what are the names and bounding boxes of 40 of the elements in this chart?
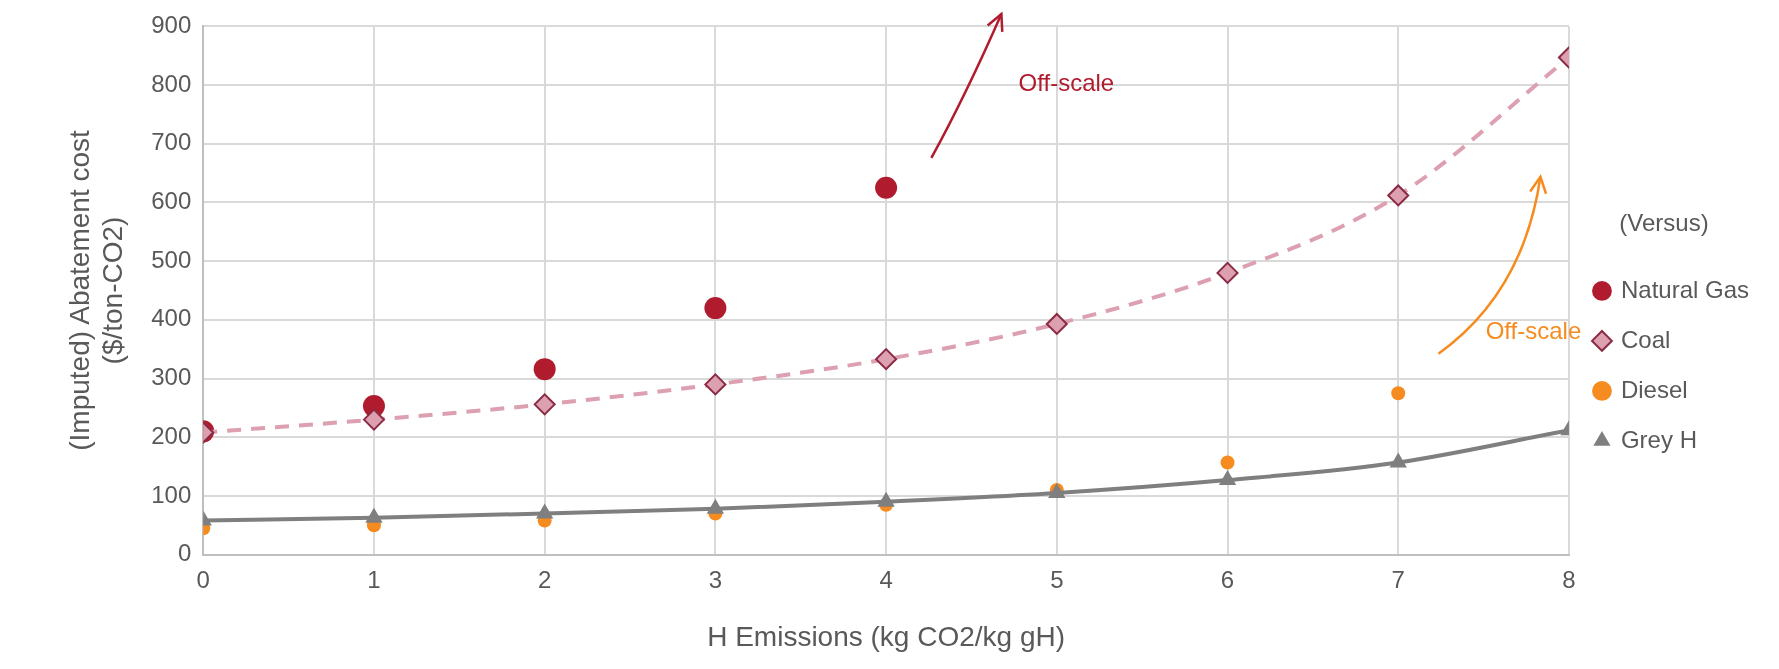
- x-tick-label: 3: [708, 565, 723, 593]
- point: [533, 393, 556, 416]
- x-tick-label: 7: [1391, 565, 1405, 593]
- legend-label: Grey H: [1620, 425, 1697, 453]
- legend-label: Diesel: [1620, 375, 1688, 403]
- x-axis-title: H Emissions (kg CO2/kg gH): [707, 620, 1066, 652]
- y-tick-label: 100: [151, 480, 192, 508]
- y-tick-label: 300: [151, 363, 192, 391]
- x-tick-label: 8: [1562, 565, 1576, 593]
- point: [704, 297, 727, 320]
- y-tick-label: 700: [151, 128, 192, 156]
- y-axis-title: (Imputed) Abatement cost ($/ton-CO2): [63, 129, 129, 451]
- point: [1387, 184, 1410, 207]
- x-tick-label: 1: [367, 565, 381, 593]
- y-tick-label: 600: [151, 187, 192, 215]
- annotation: Off-scale: [1485, 317, 1582, 345]
- y-tick-label: 400: [151, 304, 192, 332]
- legend-label: Coal: [1620, 325, 1671, 353]
- y-tick-label: 200: [151, 421, 192, 449]
- point: [704, 373, 727, 396]
- x-tick-label: 0: [196, 565, 210, 593]
- point: [875, 176, 898, 199]
- point: [362, 408, 385, 431]
- point: [875, 348, 898, 371]
- x-tick-label: 2: [537, 565, 552, 593]
- point: [1220, 455, 1235, 470]
- legend-title: (Versus): [1619, 208, 1709, 236]
- point: [1045, 312, 1068, 335]
- x-tick-label: 5: [1050, 565, 1064, 593]
- y-tick-label: 0: [177, 539, 192, 567]
- point: [1391, 386, 1406, 401]
- y-tick-label: 800: [151, 69, 192, 97]
- x-tick-label: 4: [879, 565, 893, 593]
- point: [533, 358, 556, 381]
- y-tick-label: 500: [151, 245, 192, 273]
- legend-label: Natural Gas: [1620, 275, 1750, 303]
- x-tick-label: 6: [1220, 565, 1235, 593]
- y-tick-label: 900: [151, 11, 192, 39]
- point: [1216, 261, 1239, 284]
- annotation: Off-scale: [1018, 68, 1115, 96]
